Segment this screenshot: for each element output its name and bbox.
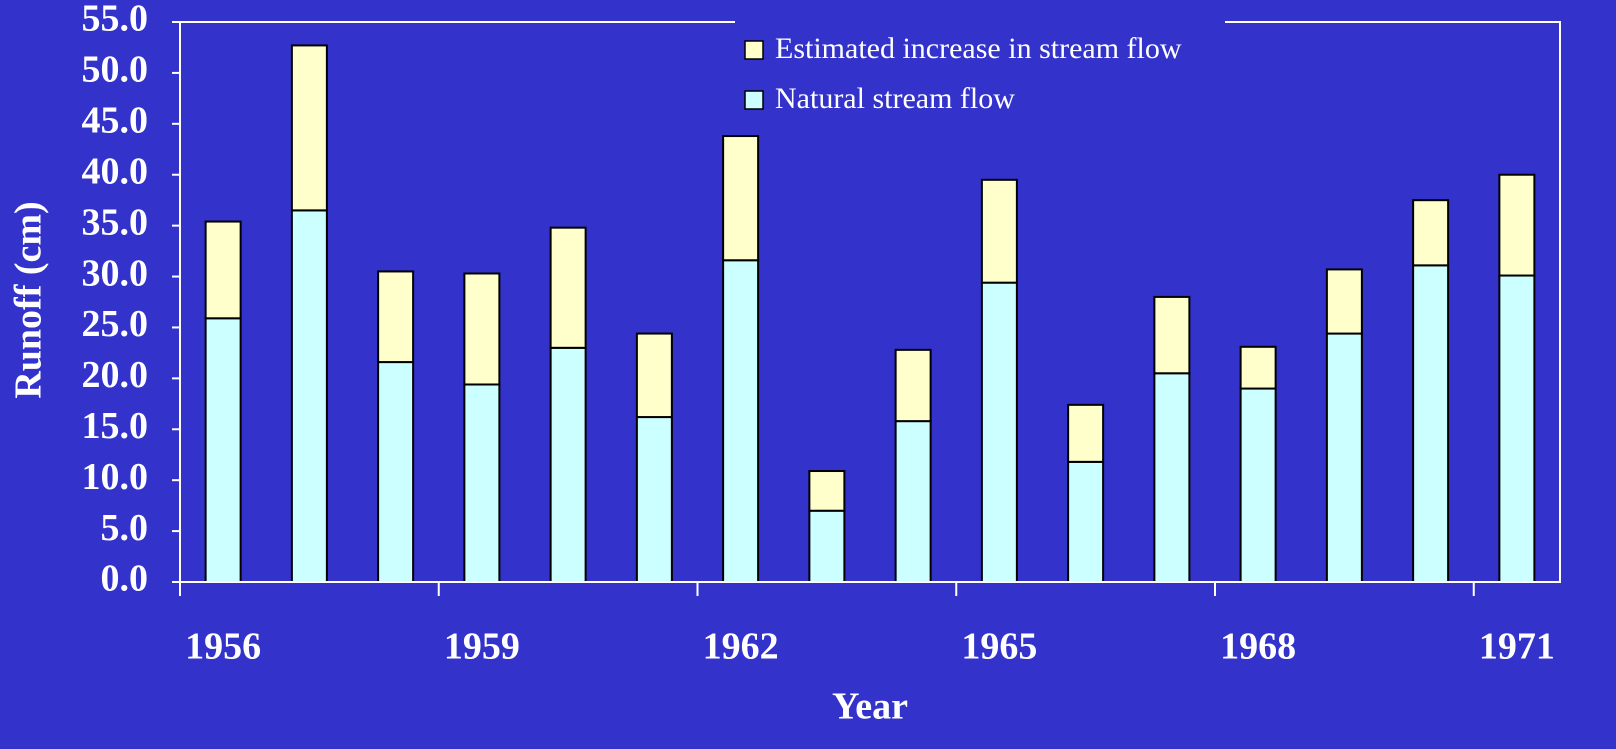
- legend-label: Estimated increase in stream flow: [775, 32, 1182, 65]
- y-tick-label: 40.0: [82, 150, 149, 192]
- y-tick-label: 45.0: [82, 100, 149, 142]
- bar-segment: [1067, 460, 1105, 584]
- bar-segment: [894, 348, 932, 423]
- bar-segment: [808, 509, 846, 583]
- bar-segment: [1067, 403, 1105, 463]
- bar-segment: [1325, 268, 1363, 335]
- bar-segment: [1412, 199, 1450, 267]
- bar-segment: [1153, 295, 1191, 375]
- bar-segment: [808, 470, 846, 512]
- bar-segment: [894, 420, 932, 583]
- bar-segment: [290, 209, 328, 583]
- bar-segment: [1239, 387, 1277, 583]
- bar-segment: [290, 44, 328, 212]
- bar-segment: [722, 135, 760, 262]
- y-tick-label: 5.0: [101, 507, 149, 549]
- x-tick-label: 1956: [185, 626, 261, 668]
- y-tick-label: 50.0: [82, 49, 149, 91]
- bar-segment: [722, 259, 760, 583]
- legend-label: Natural stream flow: [775, 82, 1015, 115]
- x-tick-label: 1968: [1220, 626, 1296, 668]
- bar-segment: [980, 281, 1018, 583]
- bar-segment: [1498, 274, 1536, 583]
- bar-segment: [377, 270, 415, 364]
- bar-segment: [463, 272, 501, 386]
- bar-segment: [377, 361, 415, 583]
- x-tick-label: 1962: [703, 626, 779, 668]
- y-axis-title: Runoff (cm): [8, 201, 50, 398]
- y-tick-label: 55.0: [82, 0, 149, 40]
- bar-segment: [463, 383, 501, 583]
- bar-segment: [635, 332, 673, 419]
- bar-segment: [1412, 264, 1450, 583]
- y-tick-label: 35.0: [82, 201, 149, 243]
- legend-swatch: [744, 40, 764, 60]
- bar-segment: [1239, 345, 1277, 390]
- y-tick-label: 0.0: [101, 558, 149, 600]
- y-tick-label: 20.0: [82, 354, 149, 396]
- bar-segment: [549, 226, 587, 349]
- y-tick-label: 10.0: [82, 456, 149, 498]
- y-tick-label: 30.0: [82, 252, 149, 294]
- legend-box: [735, 20, 1225, 130]
- y-tick-label: 15.0: [82, 405, 149, 447]
- bar-segment: [204, 220, 242, 320]
- bar-segment: [1498, 173, 1536, 277]
- x-tick-label: 1959: [444, 626, 520, 668]
- bar-segment: [1153, 372, 1191, 584]
- y-tick-label: 25.0: [82, 303, 149, 345]
- bar-segment: [549, 346, 587, 583]
- x-tick-label: 1971: [1479, 626, 1555, 668]
- bar-segment: [635, 416, 673, 583]
- bar-segment: [980, 178, 1018, 284]
- x-axis-title: Year: [832, 686, 908, 728]
- bar-segment: [204, 317, 242, 583]
- x-tick-label: 1965: [961, 626, 1037, 668]
- bar-segment: [1325, 332, 1363, 583]
- legend-swatch: [744, 90, 764, 110]
